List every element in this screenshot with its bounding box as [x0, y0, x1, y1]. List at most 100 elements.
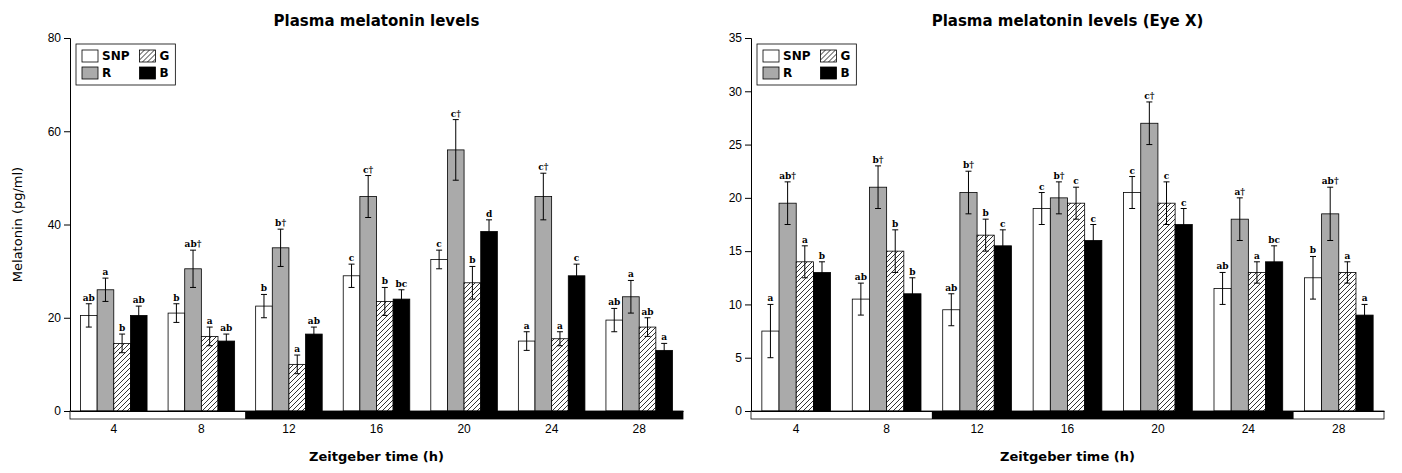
legend-swatch [82, 67, 98, 79]
tick-label: 20 [1151, 422, 1165, 436]
tick: 12 [970, 411, 984, 436]
error-cap [173, 303, 179, 304]
legend-swatch [139, 50, 155, 62]
bar [779, 203, 796, 411]
tick: 0 [735, 404, 751, 418]
error-cap [1146, 144, 1152, 145]
error-bar [1344, 262, 1350, 283]
axis-line [752, 411, 1385, 412]
error-line [1183, 209, 1184, 241]
error-line [351, 264, 352, 287]
series [762, 193, 1322, 411]
annotation: ab† [185, 239, 202, 249]
error-cap [349, 264, 355, 265]
error-cap [1039, 192, 1045, 193]
error-cap [1327, 240, 1333, 241]
error-cap [785, 224, 791, 225]
error-bar [86, 304, 92, 327]
day-band [70, 411, 683, 419]
error-line [138, 306, 139, 325]
annotation: b [119, 323, 125, 333]
error-cap [223, 334, 229, 335]
error-cap [136, 306, 142, 307]
bar [393, 299, 410, 411]
error-cap [349, 287, 355, 288]
error-bar [1000, 230, 1006, 262]
error-cap [382, 315, 388, 316]
error-line [1058, 182, 1059, 214]
annotation: ab [83, 293, 95, 303]
legend-frame [757, 44, 856, 85]
error-line [226, 334, 227, 348]
error-line [1330, 187, 1331, 240]
legend-label: SNP [783, 49, 811, 63]
annotation: a† [1234, 187, 1245, 197]
error-cap [1310, 256, 1316, 257]
error-bar [486, 220, 492, 243]
error-line [1041, 193, 1042, 225]
error-cap [1344, 283, 1350, 284]
tick: 24 [1242, 411, 1256, 436]
bar [168, 313, 185, 411]
annotation: c† [363, 165, 373, 175]
error-bar [661, 343, 667, 357]
error-line [1002, 230, 1003, 262]
error-cap [1039, 224, 1045, 225]
tick-mark [745, 38, 751, 39]
annotation: ab [945, 283, 957, 293]
legend-label: B [159, 66, 168, 80]
legend-label: B [840, 66, 849, 80]
bar [1266, 262, 1283, 411]
error-line [368, 176, 369, 218]
error-cap [119, 352, 125, 353]
annotation: ab [1217, 261, 1229, 271]
error-bar [294, 355, 300, 374]
legend-swatch [139, 67, 155, 79]
annotation: c [1181, 198, 1187, 208]
annotation: c [1000, 219, 1006, 229]
error-bar [1254, 262, 1260, 283]
error-bar [892, 230, 898, 273]
legend-item: R [763, 66, 792, 80]
bar [1124, 193, 1141, 411]
bar [447, 150, 464, 411]
error-cap [802, 245, 808, 246]
bar [1158, 203, 1175, 411]
tick: 4 [793, 411, 800, 436]
legend-item: SNP [763, 49, 811, 63]
plot-area [81, 120, 673, 411]
error-bar [785, 182, 791, 225]
chart-panel: 05101520253035aababccabbab†b†b†b†c†a†ab†… [729, 12, 1385, 464]
error-cap [1146, 101, 1152, 102]
error-line [1222, 272, 1223, 304]
legend-swatch [820, 67, 836, 79]
annotation: ab† [779, 171, 796, 181]
bar [904, 294, 921, 411]
error-bars [785, 102, 1334, 241]
error-cap [819, 283, 825, 284]
error-bar [611, 308, 617, 331]
tick-mark [64, 131, 70, 132]
series [779, 123, 1339, 411]
error-line [88, 304, 89, 327]
error-cap [1327, 187, 1333, 188]
annotation: ab [133, 295, 145, 305]
error-bar [983, 219, 989, 251]
annotation: a [294, 344, 300, 354]
annotation: ab [220, 323, 232, 333]
error-cap [1220, 304, 1226, 305]
error-bar [1164, 182, 1170, 225]
error-cap [1129, 208, 1135, 209]
error-bar [1146, 102, 1152, 145]
tick-label: 8 [198, 422, 205, 436]
error-cap [453, 119, 459, 120]
tick-label: 10 [729, 298, 743, 312]
annotation: b [469, 255, 475, 265]
error-cap [858, 283, 864, 284]
tick: 20 [48, 311, 70, 325]
bar [431, 259, 448, 411]
bar [1141, 123, 1158, 411]
error-bar [207, 327, 213, 346]
error-bar [1129, 177, 1135, 209]
error-cap [628, 313, 634, 314]
